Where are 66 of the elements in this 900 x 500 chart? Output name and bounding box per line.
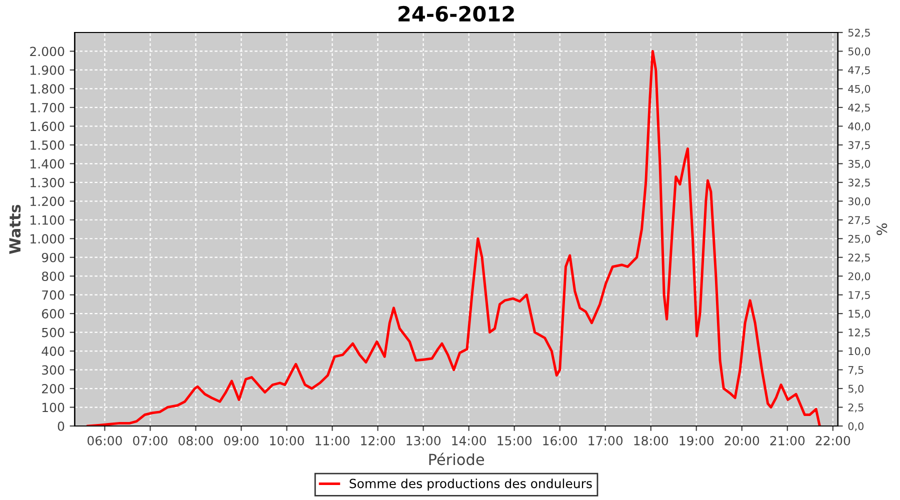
y2-tick-label: 32,5	[848, 178, 870, 188]
x-tick-label: 19:00	[680, 436, 714, 446]
x-tick-label: 18:00	[634, 436, 668, 446]
y2-tick-label: 2,5	[848, 403, 864, 412]
x-tick-label: 06:00	[88, 436, 122, 446]
x-tick-label: 10:00	[270, 436, 304, 446]
y2-tick-label: 45,0	[848, 84, 870, 94]
y2-tick-label: 5,0	[848, 384, 864, 394]
y-tick-label: 100	[42, 402, 64, 412]
y2-tick-label: 17,5	[848, 291, 870, 300]
x-tick-label: 08:00	[178, 436, 213, 446]
y-tick-label: 900	[42, 252, 64, 262]
y-tick-label: 400	[42, 346, 64, 356]
y-tick-label: 600	[42, 309, 64, 318]
x-tick-label: 17:00	[588, 436, 623, 446]
y2-tick-label: 0,0	[848, 422, 864, 432]
y2-tick-label: 52,5	[848, 28, 870, 38]
y-tick-label: 1.700	[30, 102, 64, 112]
x-tick-label: 12:00	[361, 436, 395, 446]
y2-axis-title: %	[876, 223, 888, 236]
x-tick-label: 07:00	[133, 436, 168, 446]
y2-tick-label: 35,0	[848, 160, 870, 169]
x-axis-title: Période	[429, 452, 484, 466]
x-tick-label: 13:00	[406, 436, 440, 446]
x-tick-label: 22:00	[816, 436, 850, 446]
y-tick-label: 1.500	[30, 140, 64, 150]
y-tick-label: 500	[42, 328, 64, 338]
y-tick-label: 1.200	[30, 196, 64, 206]
y2-tick-label: 42,5	[848, 104, 870, 113]
y2-tick-label: 37,5	[848, 141, 870, 150]
y2-tick-label: 47,5	[848, 66, 870, 76]
y2-tick-label: 27,5	[848, 216, 870, 226]
y2-tick-label: 30,0	[848, 197, 870, 206]
y-tick-label: 1.600	[30, 122, 64, 132]
y-tick-label: 1.900	[30, 65, 64, 75]
chart-title: 24-6-2012	[398, 6, 514, 22]
y-tick-label: 1.000	[30, 234, 64, 244]
y-tick-label: 1.800	[30, 84, 64, 94]
y-tick-label: 2.000	[30, 46, 64, 56]
y-tick-label: 300	[42, 365, 64, 375]
x-tick-label: 15:00	[498, 436, 532, 446]
y2-tick-label: 50,0	[848, 47, 870, 56]
line-series	[86, 50, 821, 426]
x-tick-label: 16:00	[543, 436, 578, 446]
y-tick-label: 0	[58, 421, 64, 431]
y2-tick-label: 40,0	[848, 122, 870, 132]
x-tick-label: 20:00	[724, 436, 760, 446]
y2-tick-label: 22,5	[848, 254, 870, 263]
x-tick-label: 21:00	[770, 436, 805, 446]
x-tick-label: 09:00	[224, 436, 258, 446]
y-tick-label: 1.400	[30, 159, 64, 169]
y-tick-label: 700	[42, 290, 64, 300]
y-tick-label: 200	[42, 384, 64, 394]
y-axis-title: Watts	[9, 204, 21, 254]
x-tick-label: 11:00	[316, 436, 350, 446]
y2-tick-label: 15,0	[848, 310, 870, 319]
y2-tick-label: 12,5	[848, 328, 870, 338]
y2-tick-label: 10,0	[848, 347, 870, 356]
legend-label: Somme des productions des onduleurs	[350, 478, 592, 491]
y-tick-label: 1.100	[30, 215, 64, 225]
y-tick-label: 800	[42, 272, 64, 282]
y2-tick-label: 20,0	[848, 272, 870, 282]
y2-tick-label: 7,5	[848, 366, 864, 375]
y2-tick-label: 25,0	[848, 234, 870, 244]
x-tick-label: 14:00	[452, 436, 486, 446]
y-tick-label: 1.300	[30, 178, 64, 188]
